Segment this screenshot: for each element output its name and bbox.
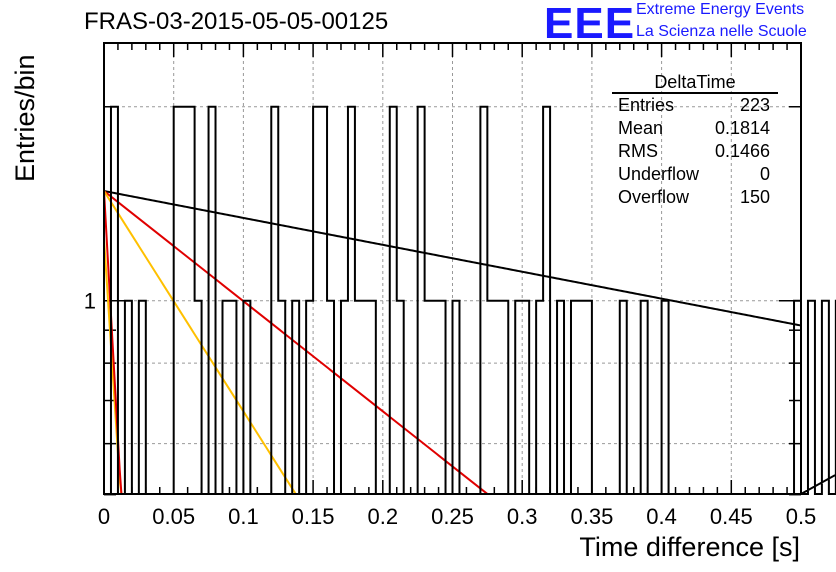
x-tick-label: 0 <box>98 504 110 529</box>
stats-value: 0 <box>759 164 770 184</box>
stats-value: 150 <box>739 187 770 207</box>
x-tick-labels: 0 0.05 0.1 0.15 0.2 0.25 0.3 0.35 0.4 0.45 0.5 <box>98 504 816 529</box>
plot-frame <box>103 42 802 495</box>
x-tick-label: 0.1 <box>228 504 259 529</box>
y-axis-label: Entries/bin <box>10 54 40 182</box>
logo-line-1: Extreme Energy Events <box>636 1 805 18</box>
x-tick-label: 0.05 <box>152 504 195 529</box>
stats-row: RMS 0.1466 <box>612 140 778 163</box>
x-tick-label: 0.3 <box>507 504 538 529</box>
stats-value: 0.1814 <box>714 118 770 138</box>
fit-curve-medium <box>103 190 490 495</box>
stats-value: 223 <box>739 95 770 115</box>
stats-label: RMS <box>618 141 658 161</box>
x-tick-label: 0.45 <box>710 504 753 529</box>
fit-curve-slow <box>103 190 802 327</box>
x-tick-label: 0.25 <box>431 504 474 529</box>
stats-box: DeltaTime Entries 223 Mean 0.1814 RMS 0.… <box>612 72 778 209</box>
stats-label: Mean <box>618 118 664 138</box>
stats-value: 0.1466 <box>714 141 770 161</box>
x-tick-label: 0.15 <box>292 504 335 529</box>
y-tick-labels: 1 <box>84 289 96 314</box>
stats-title: DeltaTime <box>612 72 778 94</box>
logo-line-2: La Scienza nelle Scuole <box>636 23 807 40</box>
stats-row: Entries 223 <box>612 94 778 117</box>
eee-logo: EEE <box>544 0 636 48</box>
stats-label: Overflow <box>618 187 690 207</box>
x-tick-label: 0.2 <box>368 504 399 529</box>
y-tick-label: 1 <box>84 289 96 314</box>
x-axis-label: Time difference [s] <box>579 532 800 562</box>
chart-title: FRAS-03-2015-05-05-00125 <box>84 8 389 35</box>
x-tick-label: 0.4 <box>646 504 677 529</box>
stats-row: Mean 0.1814 <box>612 117 778 140</box>
x-tick-label: 0.35 <box>570 504 613 529</box>
stats-label: Entries <box>618 95 675 115</box>
stats-label: Underflow <box>618 164 700 184</box>
stats-row: Underflow 0 <box>612 163 778 186</box>
stats-row: Overflow 150 <box>612 186 778 209</box>
x-tick-label: 0.5 <box>786 504 817 529</box>
